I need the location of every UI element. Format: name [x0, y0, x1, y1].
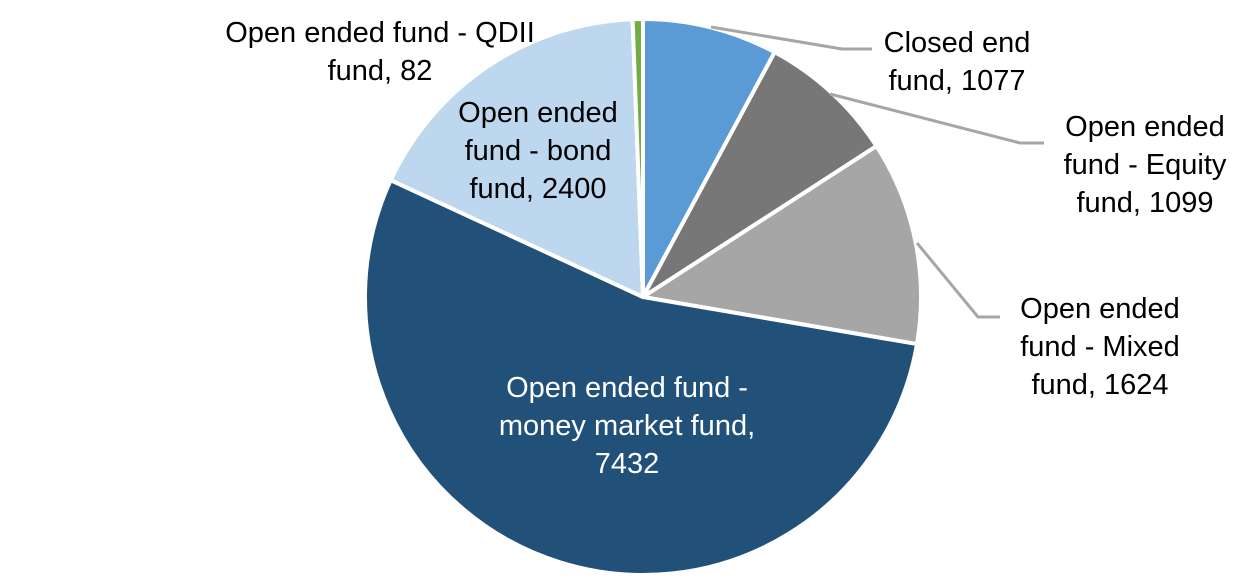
equity-fund-leader-line	[829, 92, 1044, 145]
data-label-qdii-fund: Open ended fund - QDII fund, 82	[225, 17, 535, 87]
data-label-closed-end-fund: Closed end fund, 1077	[883, 27, 1031, 97]
pie-slices-group	[363, 17, 923, 577]
pie-slice-money-market-fund	[363, 178, 919, 577]
pie-slice-closed-end-fund	[641, 17, 777, 299]
pie-slice-qdii-fund	[630, 17, 645, 299]
data-label-mixed-fund: Open ended fund - Mixed fund, 1624	[1020, 293, 1180, 401]
data-label-equity-fund: Open ended fund - Equity fund, 1099	[1063, 111, 1227, 219]
mixed-fund-leader-line	[915, 242, 1000, 319]
data-label-bond-fund: Open ended fund - bond fund, 2400	[458, 97, 618, 205]
pie-slice-mixed-fund	[641, 144, 923, 347]
data-label-money-market-fund: Open ended fund - money market fund, 743…	[498, 372, 756, 480]
pie-slice-equity-fund	[641, 50, 879, 299]
closed-end-fund-leader-line	[710, 25, 872, 51]
pie-slice-bond-fund	[388, 17, 645, 299]
